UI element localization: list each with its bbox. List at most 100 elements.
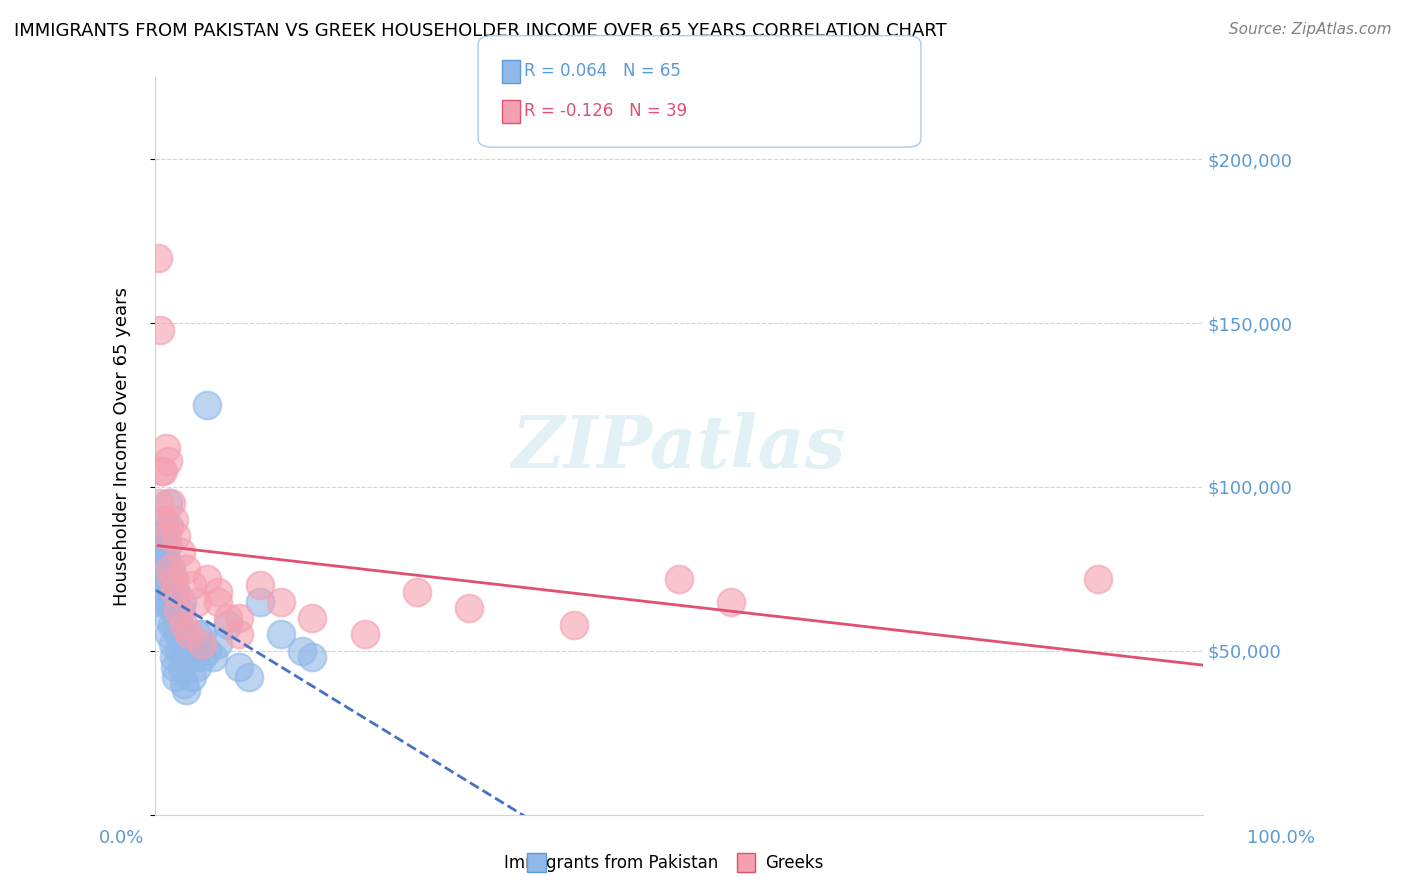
Point	[160, 578, 183, 592]
Point	[217, 617, 239, 632]
Point	[176, 644, 198, 658]
Point	[150, 464, 173, 478]
Point	[153, 513, 176, 527]
Point	[157, 519, 180, 533]
Point	[160, 617, 183, 632]
Point	[186, 627, 208, 641]
Point	[201, 650, 224, 665]
Point	[228, 627, 250, 641]
Point	[167, 604, 190, 618]
Point	[217, 611, 239, 625]
Point	[191, 637, 214, 651]
Point	[146, 562, 169, 576]
Point	[301, 611, 323, 625]
Point	[163, 584, 186, 599]
Point	[562, 617, 585, 632]
Point	[163, 572, 186, 586]
Point	[167, 617, 190, 632]
Point	[173, 676, 195, 690]
Point	[197, 644, 219, 658]
Point	[152, 539, 174, 553]
Point	[177, 627, 200, 641]
Point	[145, 578, 167, 592]
Point	[156, 454, 179, 468]
Point	[150, 552, 173, 566]
Y-axis label: Householder Income Over 65 years: Householder Income Over 65 years	[114, 286, 131, 606]
Point	[458, 601, 481, 615]
Text: Immigrants from Pakistan: Immigrants from Pakistan	[505, 855, 718, 872]
Point	[150, 529, 173, 543]
Point	[170, 604, 193, 618]
Point	[173, 617, 195, 632]
Point	[149, 572, 172, 586]
Point	[146, 545, 169, 559]
Text: ZIPatlas: ZIPatlas	[512, 412, 846, 483]
Point	[155, 552, 177, 566]
Point	[159, 496, 181, 510]
Point	[176, 683, 198, 698]
Point	[155, 529, 177, 543]
Point	[155, 441, 177, 455]
Point	[207, 584, 229, 599]
Point	[163, 650, 186, 665]
Point	[150, 584, 173, 599]
Point	[176, 562, 198, 576]
Point	[156, 611, 179, 625]
Point	[165, 584, 187, 599]
Point	[159, 562, 181, 576]
Point	[249, 594, 271, 608]
Point	[270, 594, 292, 608]
Point	[153, 529, 176, 543]
Point	[173, 627, 195, 641]
Point	[167, 627, 190, 641]
Point	[301, 650, 323, 665]
Point	[148, 545, 170, 559]
Point	[668, 572, 690, 586]
Point	[146, 562, 169, 576]
Point	[207, 594, 229, 608]
Text: R = 0.064   N = 65: R = 0.064 N = 65	[524, 62, 682, 80]
Point	[159, 601, 181, 615]
Point	[162, 637, 184, 651]
Point	[353, 627, 375, 641]
Point	[180, 578, 202, 592]
Point	[165, 529, 187, 543]
Point	[159, 562, 181, 576]
Point	[720, 594, 742, 608]
Text: IMMIGRANTS FROM PAKISTAN VS GREEK HOUSEHOLDER INCOME OVER 65 YEARS CORRELATION C: IMMIGRANTS FROM PAKISTAN VS GREEK HOUSEH…	[14, 22, 946, 40]
Point	[155, 539, 177, 553]
Text: Greeks: Greeks	[765, 855, 824, 872]
Point	[177, 637, 200, 651]
Point	[167, 627, 190, 641]
Point	[149, 323, 172, 337]
Point	[162, 594, 184, 608]
Point	[160, 572, 183, 586]
Point	[270, 627, 292, 641]
Text: 100.0%: 100.0%	[1247, 829, 1315, 847]
Point	[170, 545, 193, 559]
Point	[197, 572, 219, 586]
Point	[149, 584, 172, 599]
Text: Source: ZipAtlas.com: Source: ZipAtlas.com	[1229, 22, 1392, 37]
Point	[180, 650, 202, 665]
Point	[148, 572, 170, 586]
Point	[207, 637, 229, 651]
Text: 0.0%: 0.0%	[98, 829, 143, 847]
Point	[159, 578, 181, 592]
Point	[146, 594, 169, 608]
Point	[186, 660, 208, 674]
Point	[1087, 572, 1109, 586]
Point	[155, 558, 177, 573]
Point	[148, 496, 170, 510]
Point	[166, 611, 188, 625]
Point	[165, 670, 187, 684]
Point	[228, 611, 250, 625]
Point	[156, 496, 179, 510]
Point	[169, 644, 191, 658]
Point	[172, 660, 194, 674]
Point	[172, 594, 194, 608]
Point	[146, 251, 169, 265]
Point	[152, 464, 174, 478]
Point	[186, 594, 208, 608]
Point	[152, 513, 174, 527]
